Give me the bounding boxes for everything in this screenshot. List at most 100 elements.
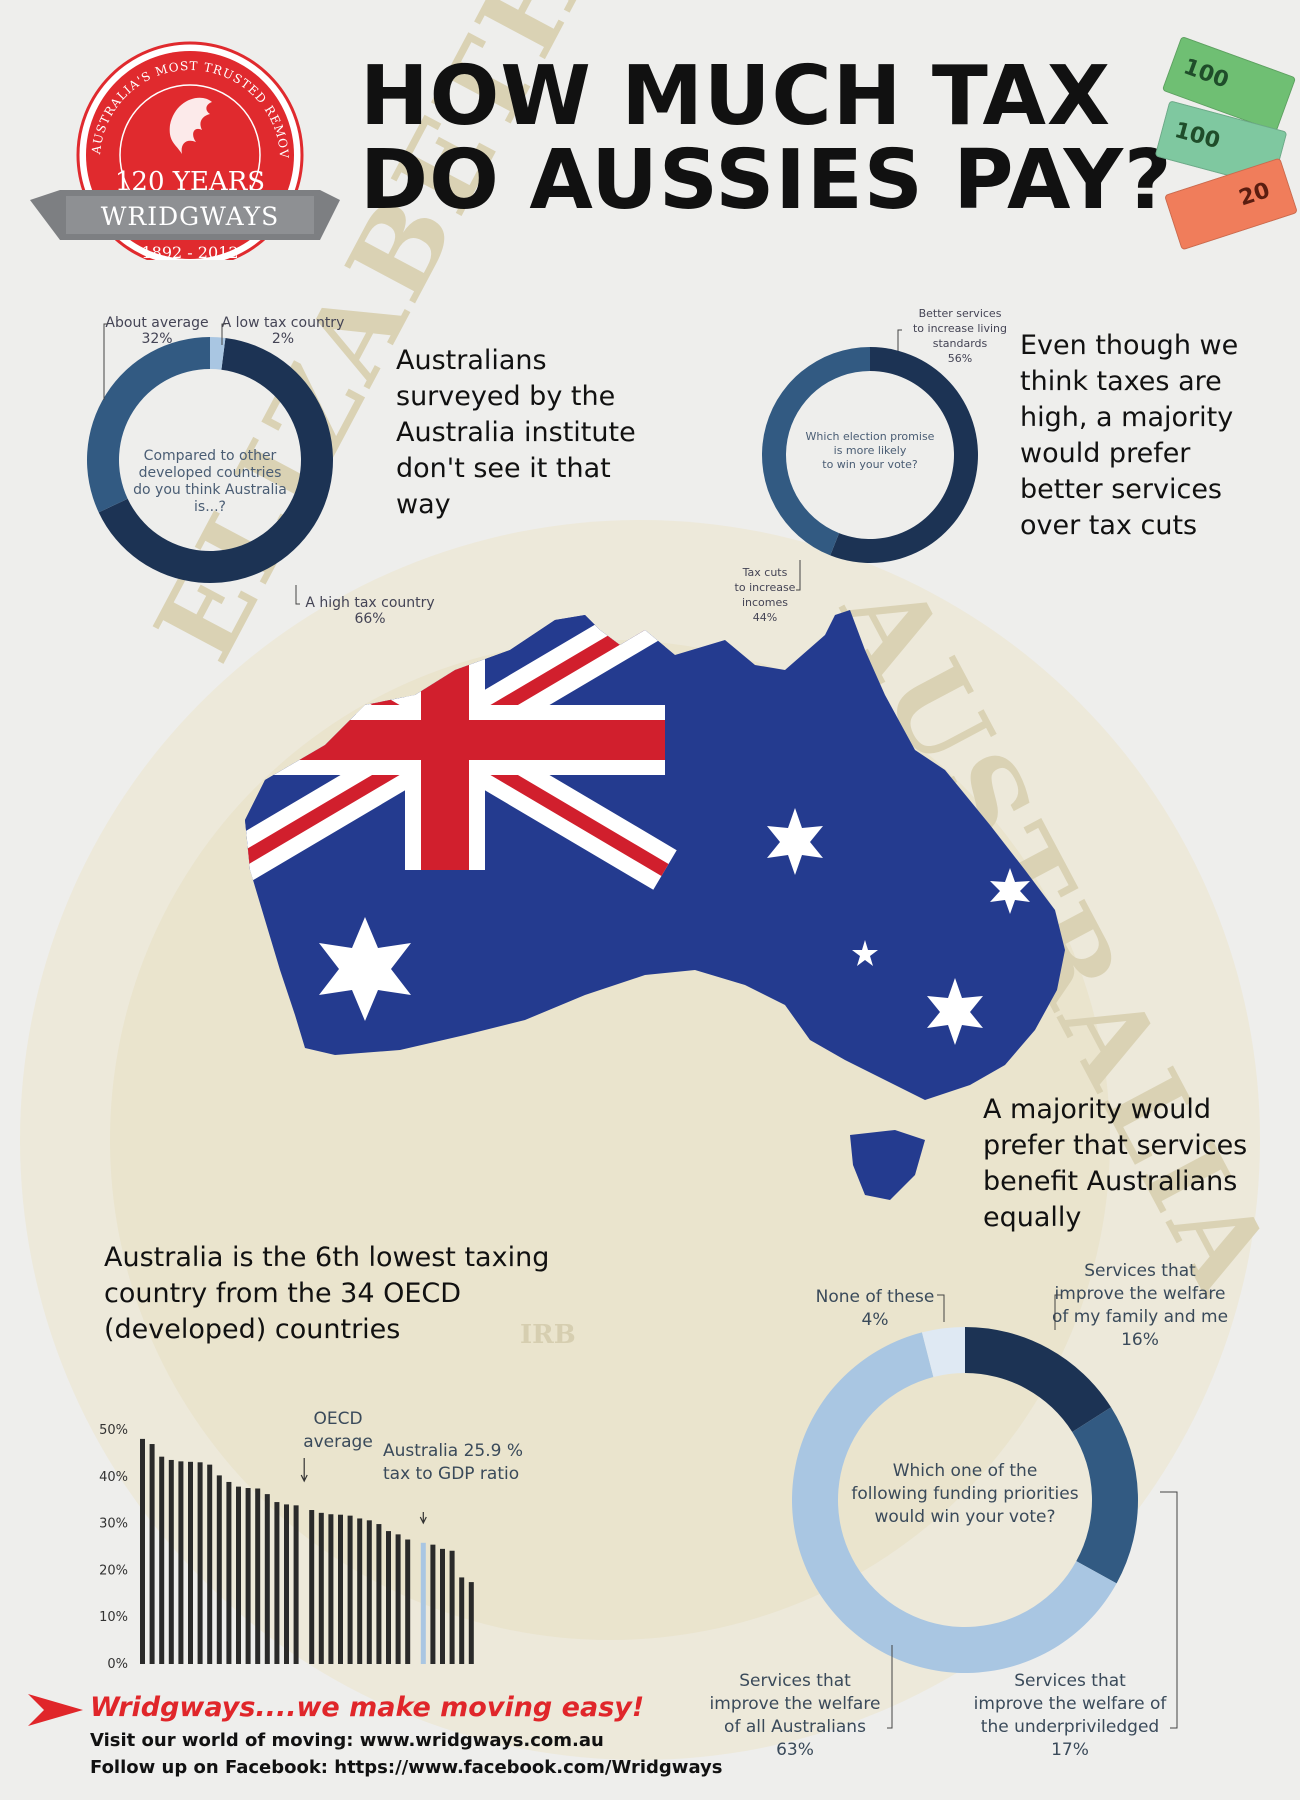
donut-slice-better-services-to-increase-living-standards: [830, 347, 978, 563]
red-arrow-icon: [28, 1690, 83, 1734]
bar: [440, 1548, 445, 1664]
donut1-label-low-tax: A low tax country 2%: [218, 315, 348, 347]
donut-slice-services-that-improve-the-welfare-of-my-family-and-me: [965, 1327, 1112, 1432]
bar: [376, 1524, 382, 1664]
donut2-question-l3: to win your vote?: [822, 458, 918, 471]
y-tick-label: 50%: [99, 1423, 128, 1438]
tasmania: [850, 1130, 925, 1200]
donut3-leader-lines: [887, 1294, 1178, 1729]
page-title-line2: DO AUSSIES PAY?: [360, 133, 1173, 228]
footer-visit: Visit our world of moving: www.wridgways…: [90, 1730, 604, 1751]
bar: [309, 1510, 315, 1664]
bar: [459, 1577, 465, 1664]
bar: [226, 1481, 232, 1664]
donut3-label-underprivileged: Services that improve the welfare of the…: [965, 1670, 1175, 1762]
bar: [255, 1488, 261, 1664]
label-name: A high tax country: [305, 595, 435, 611]
star-icon: [319, 917, 411, 1021]
bar: [357, 1518, 363, 1664]
oecd-average-label: OECD average: [283, 1408, 393, 1454]
oecd-label-l2: average: [303, 1432, 373, 1452]
label-line: improve the welfare of: [973, 1694, 1167, 1714]
y-tick-label: 20%: [99, 1563, 128, 1578]
australia-flag-map: [225, 610, 1085, 1210]
y-tick-label: 10%: [99, 1610, 128, 1625]
oecd-tax-bar-chart-svg: 0% 10% 20% 30% 40% 50%: [99, 1423, 474, 1672]
wridgways-logo: AUSTRALIA'S MOST TRUSTED REMOVAL COMPANY…: [23, 19, 340, 269]
star-icon: [990, 868, 1030, 914]
oecd-average-arrow: [300, 1458, 308, 1483]
label-name: None of these: [815, 1287, 935, 1307]
bar: [347, 1515, 353, 1664]
bar: [159, 1456, 165, 1664]
donut3-label-none: None of these 4%: [810, 1286, 940, 1332]
donut3-label-all-australians: Services that improve the welfare of all…: [700, 1670, 890, 1762]
donut-slice-none-of-these: [921, 1327, 965, 1377]
logo-seal: AUSTRALIA'S MOST TRUSTED REMOVAL COMPANY…: [23, 19, 340, 269]
statement-2: Even though we think taxes are high, a m…: [1020, 330, 1239, 541]
label-line: Services that: [739, 1671, 851, 1691]
bar: [140, 1438, 145, 1664]
bar: [178, 1461, 184, 1664]
donut3-question-l2: following funding priorities: [851, 1484, 1079, 1504]
donut3-question-l3: would win your vote?: [874, 1507, 1056, 1527]
bar: [284, 1504, 289, 1664]
donut3-question-l1: Which one of the: [892, 1461, 1038, 1481]
bar: [274, 1502, 280, 1664]
donut2-question: Which election promise is more likely to…: [800, 430, 940, 472]
donut1-question-l1: Compared to other: [143, 448, 277, 464]
red-arrow-svg: [28, 1694, 83, 1726]
label-line: improve the welfare: [709, 1694, 881, 1714]
australia-annotation: Australia 25.9 % tax to GDP ratio: [383, 1440, 553, 1486]
bar: [236, 1486, 241, 1664]
bar: [318, 1512, 324, 1664]
label-pct: 66%: [354, 611, 386, 627]
coin-mark: IRB: [520, 1320, 576, 1350]
donut2-question-l2: is more likely: [833, 444, 907, 457]
label-pct: 4%: [861, 1310, 889, 1330]
bar: [405, 1539, 411, 1664]
label-line: the underpriviledged: [980, 1717, 1160, 1737]
donut-tax-perception-svg: [87, 337, 333, 583]
aus-label-l1: Australia 25.9 %: [383, 1441, 524, 1461]
label-line: standards: [932, 337, 988, 350]
donut2-question-l1: Which election promise: [805, 430, 935, 443]
page-title-line1: HOW MUCH TAX: [360, 49, 1112, 144]
bar: [207, 1464, 213, 1664]
bar: [264, 1494, 270, 1664]
oecd-label-l1: OECD: [313, 1409, 363, 1429]
y-tick-label: 30%: [99, 1517, 128, 1532]
bar: [168, 1459, 174, 1664]
statement-3: A majority would prefer that services be…: [983, 1094, 1248, 1233]
bar: [293, 1505, 299, 1664]
footer-facebook: Follow up on Facebook: https://www.faceb…: [90, 1757, 722, 1778]
donut2-label-tax-cuts: Tax cuts to increase incomes 44%: [725, 565, 805, 625]
label-pct: 32%: [141, 331, 173, 347]
donut-funding-priorities: [790, 1325, 1140, 1675]
logo-brand: WRIDGWAYS: [101, 202, 280, 231]
label-line: Tax cuts: [742, 566, 788, 579]
star-icon: [767, 808, 823, 875]
label-line: to increase: [734, 581, 796, 594]
label-line: Services that: [1084, 1261, 1196, 1281]
label-line: of my family and me: [1051, 1307, 1229, 1327]
footer-fb-label: Follow up on Facebook:: [90, 1757, 335, 1778]
donut-slice-tax-cuts-to-increase-incomes: [762, 347, 870, 556]
donut1-label-high-tax: A high tax country 66%: [295, 595, 445, 627]
website-link[interactable]: www.wridgways.com.au: [359, 1730, 604, 1751]
donut-slice-services-that-improve-the-welfare-of-all-australians: [791, 1332, 1117, 1673]
star-icon: [852, 940, 878, 966]
footer-visit-label: Visit our world of moving:: [90, 1730, 360, 1751]
statement-1: Australians surveyed by the Australia in…: [396, 345, 636, 520]
australia-arrow: [419, 1512, 427, 1525]
bar: [197, 1462, 203, 1664]
bar: [449, 1550, 455, 1664]
label-name: A low tax country: [221, 315, 345, 331]
facebook-link[interactable]: https://www.facebook.com/Wridgways: [334, 1757, 723, 1778]
bar: [338, 1514, 343, 1664]
label-pct: 16%: [1121, 1330, 1159, 1350]
statement-4: Australia is the 6th lowest taxing count…: [104, 1242, 550, 1345]
bar: [366, 1520, 372, 1664]
bar: [430, 1544, 436, 1664]
donut1-question-l3: do you think Australia is...?: [133, 482, 287, 515]
